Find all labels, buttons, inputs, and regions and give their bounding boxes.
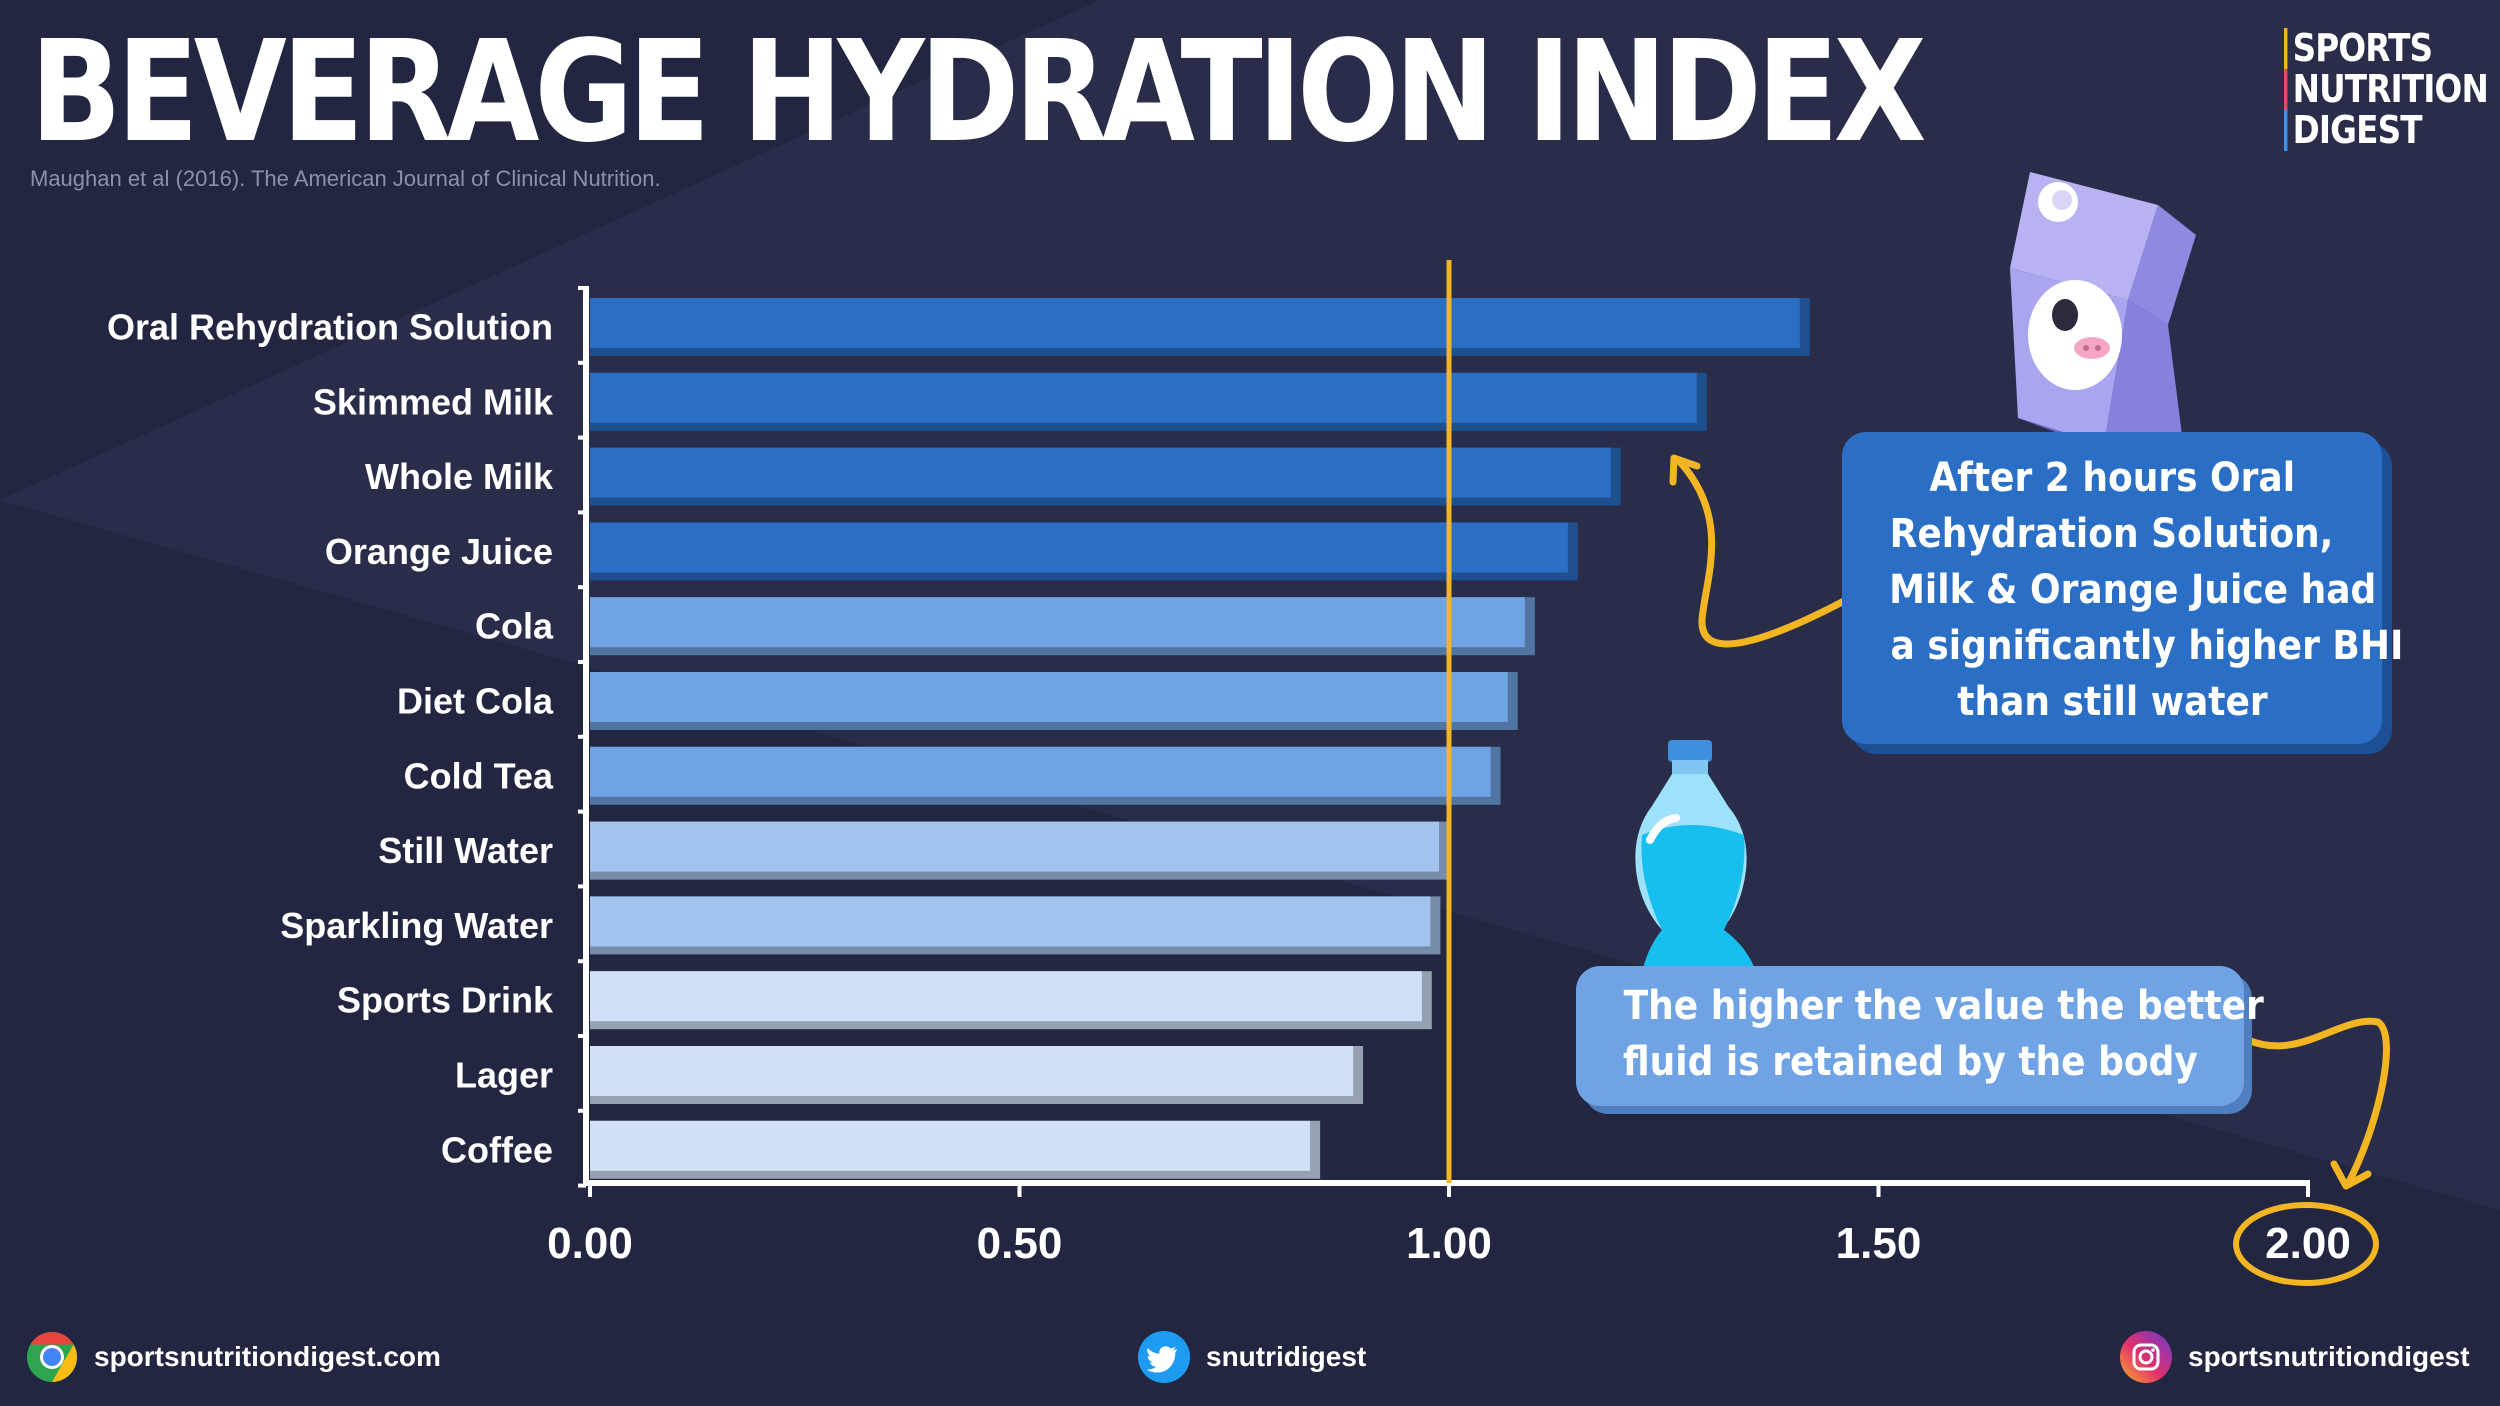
instagram-icon [2120, 1331, 2172, 1383]
callout-significant-line-1: After 2 hours Oral [1929, 455, 2295, 501]
callout-higher-value-line-1: The higher the value the better [1623, 983, 2264, 1029]
bar-1 [590, 372, 1707, 431]
bar-10 [590, 1046, 1364, 1104]
footer-instagram[interactable]: sportsnutritiondigest [2120, 1331, 2470, 1383]
callout-higher-value-line-2: fluid is retained by the body [1622, 1039, 2198, 1085]
footer-instagram-label: sportsnutritiondigest [2188, 1341, 2470, 1372]
x-tick-label: 2.00 [2265, 1219, 2351, 1268]
category-label: Still Water [378, 830, 553, 871]
category-label: Sparkling Water [280, 905, 553, 946]
category-label: Coffee [441, 1129, 553, 1170]
brand-logo: SPORTS NUTRITION DIGEST [2284, 28, 2489, 151]
category-label: Whole Milk [365, 456, 554, 497]
footer-twitter[interactable]: snutridigest [1138, 1331, 1367, 1383]
category-label: Cold Tea [404, 755, 554, 796]
page-title: BEVERAGE HYDRATION INDEX [30, 11, 1927, 174]
category-label: Skimmed Milk [313, 381, 554, 422]
footer-twitter-label: snutridigest [1206, 1341, 1367, 1372]
twitter-icon [1138, 1331, 1190, 1383]
bar-2 [590, 447, 1621, 506]
brand-line-1: SPORTS [2284, 28, 2456, 69]
bar-4 [590, 597, 1535, 656]
callout-significant-line-4: a significantly higher BHI [1890, 623, 2404, 669]
bar-11 [590, 1120, 1321, 1179]
chrome-icon [27, 1332, 77, 1382]
category-label: Oral Rehydration Solution [107, 307, 553, 348]
category-label: Lager [455, 1055, 553, 1096]
category-label: Diet Cola [397, 681, 554, 722]
callout-significant: After 2 hours Oral Rehydration Solution,… [1842, 432, 2403, 744]
callout-significant-line-3: Milk & Orange Juice had [1889, 567, 2377, 613]
bar-3 [590, 522, 1578, 581]
category-label: Cola [475, 606, 554, 647]
category-label: Sports Drink [337, 980, 554, 1021]
callout-higher-value: The higher the value the better fluid is… [1576, 966, 2264, 1106]
bar-0 [590, 298, 1810, 356]
bar-8 [590, 896, 1441, 955]
footer-website-label: sportsnutritiondigest.com [94, 1341, 441, 1372]
callout-significant-line-5: than still water [1956, 679, 2268, 725]
brand-line-3: DIGEST [2284, 110, 2456, 151]
citation: Maughan et al (2016). The American Journ… [30, 166, 661, 191]
brand-line-2: NUTRITION [2284, 69, 2489, 110]
x-tick-label: 1.50 [1836, 1219, 1922, 1268]
footer-website[interactable]: sportsnutritiondigest.com [26, 1332, 441, 1382]
bar-9 [590, 971, 1432, 1030]
x-tick-label: 0.00 [547, 1219, 633, 1268]
x-tick-label: 0.50 [977, 1219, 1063, 1268]
bar-6 [590, 746, 1501, 805]
bar-7 [590, 821, 1449, 880]
callout-significant-line-2: Rehydration Solution, [1890, 511, 2334, 557]
x-tick-label: 1.00 [1406, 1219, 1492, 1268]
bar-5 [590, 672, 1518, 730]
category-label: Orange Juice [325, 531, 553, 572]
